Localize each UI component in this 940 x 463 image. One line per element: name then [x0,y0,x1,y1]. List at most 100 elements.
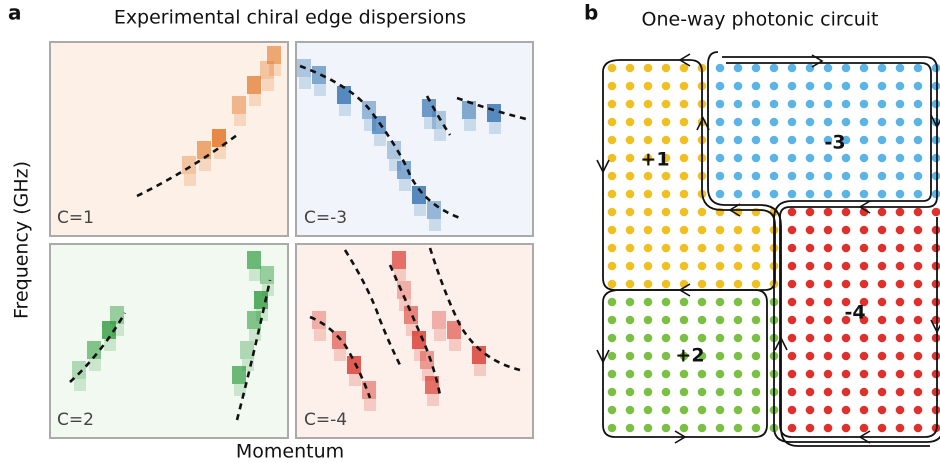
lattice-site [625,171,635,181]
lattice-site [859,63,869,73]
lattice-site [931,279,940,289]
lattice-site [841,207,851,217]
lattice-site [787,243,797,253]
lattice-site [697,297,707,307]
lattice-site [877,81,887,91]
lattice-site [607,135,617,145]
lattice-site [751,153,761,163]
lattice-site [877,225,887,235]
fit-curve [425,95,452,136]
heat-block [432,311,446,329]
lattice-site [625,315,635,325]
lattice-site [607,117,617,127]
lattice-site [859,279,869,289]
lattice-site [823,243,833,253]
heat-block [412,331,426,349]
lattice-site [661,279,671,289]
lattice-site [733,423,743,433]
lattice-site [733,243,743,253]
lattice-site [913,207,923,217]
lattice-site [895,279,905,289]
heat-block [349,374,361,386]
lattice-site [643,225,653,235]
lattice-site [733,135,743,145]
arrow [811,54,824,68]
lattice-site [715,99,725,109]
lattice-site [931,189,940,199]
heat-block [404,306,418,324]
lattice-site [661,99,671,109]
lattice-site [841,81,851,91]
lattice-site [841,243,851,253]
lattice-site [877,117,887,127]
lattice-site [769,171,779,181]
lattice-site [607,297,617,307]
heat-block [232,96,246,114]
lattice-site [661,423,671,433]
heat-block [234,114,246,126]
panel-c1 [49,41,289,237]
lattice-site [823,135,833,145]
lattice-site [643,207,653,217]
lattice-site [895,297,905,307]
lattice-site [643,405,653,415]
lattice-site [823,207,833,217]
heat-block [447,321,461,339]
lattice-site [607,171,617,181]
lattice-site [859,153,869,163]
fit-curves [69,64,531,421]
lattice-site [877,189,887,199]
heat-block [314,329,326,341]
fit-curve [343,249,402,366]
lattice-site [877,351,887,361]
lattice-site [787,405,797,415]
lattice-site [913,81,923,91]
lattice-site [625,117,635,127]
lattice-site [607,189,617,199]
lattice-site [625,261,635,271]
lattice-site [805,279,815,289]
arrow [678,53,691,67]
heat-block [184,174,196,186]
lattice-site [805,207,815,217]
lattice-site [823,99,833,109]
lattice-site [607,333,617,343]
heat-block [387,141,401,159]
lattice-site [823,117,833,127]
lattice-site [661,315,671,325]
region-label: -4 [844,302,865,324]
lattice-site [913,405,923,415]
lattice-site [931,225,940,235]
lattice-site [805,315,815,325]
lattice-site [841,333,851,343]
lattice-site [859,315,869,325]
lattice-site [787,207,797,217]
lattice-site [607,153,617,163]
loop [722,56,938,438]
arrow [930,114,940,129]
lattice-site [841,135,851,145]
lattice-site [625,135,635,145]
heat-block [247,251,261,269]
lattice-site [895,171,905,181]
lattice-site [805,405,815,415]
lattice-site [841,423,851,433]
lattice-site [787,423,797,433]
arrow [596,159,610,174]
chern-label: C=1 [57,208,94,228]
lattice-site [877,423,887,433]
heat-block [397,161,411,179]
panel-title: One-way photonic circuit [642,9,879,31]
lattice-site [751,81,761,91]
lattice-site [733,369,743,379]
lattice-site [877,333,887,343]
lattice-site [679,171,689,181]
lattice-site [661,135,671,145]
lattice-site [877,63,887,73]
lattice-site [859,369,869,379]
lattice-site [607,387,617,397]
heat-block [262,79,274,91]
lattice-site [697,387,707,397]
lattice-site [859,423,869,433]
